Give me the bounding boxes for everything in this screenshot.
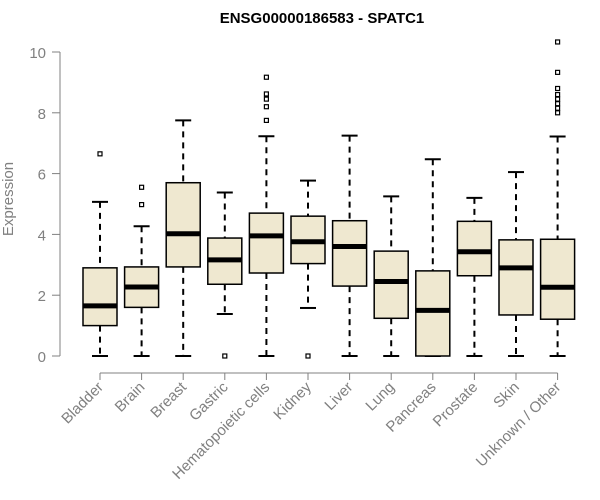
box-series xyxy=(82,39,576,359)
iqr-box xyxy=(539,238,576,320)
outlier-point xyxy=(554,85,561,92)
box-group xyxy=(248,74,285,357)
outlier-point xyxy=(554,110,561,116)
iqr-box xyxy=(331,219,368,287)
x-tick-label: Liver xyxy=(321,379,356,414)
outlier-point xyxy=(263,74,269,80)
outlier-point xyxy=(554,101,561,107)
y-axis: 0 2 4 6 8 10 xyxy=(29,45,61,366)
outlier-point xyxy=(554,91,561,98)
y-axis-label: Expression xyxy=(0,162,17,236)
outlier-point xyxy=(554,105,561,111)
box-group xyxy=(82,151,118,357)
box-group xyxy=(165,119,201,357)
box-group xyxy=(123,184,160,357)
y-tick-label: 8 xyxy=(38,106,46,123)
box-group xyxy=(331,134,368,357)
outlier-point xyxy=(554,69,561,75)
x-tick-label: Breast xyxy=(147,378,190,421)
x-tick-label: Lung xyxy=(362,379,398,415)
x-tick-label: Prostate xyxy=(430,379,482,431)
outlier-point xyxy=(554,39,561,45)
iqr-box xyxy=(82,267,118,327)
box-group xyxy=(415,158,451,357)
iqr-box xyxy=(373,250,409,320)
outlier-point xyxy=(139,202,145,208)
chart-title: ENSG00000186583 - SPATC1 xyxy=(220,10,425,27)
box-group xyxy=(456,196,493,357)
x-tick-label: Brain xyxy=(112,379,149,416)
y-tick-label: 6 xyxy=(38,167,46,184)
x-tick-label: Kidney xyxy=(270,378,315,423)
iqr-box xyxy=(498,239,534,316)
box-group xyxy=(373,195,409,357)
y-tick-label: 4 xyxy=(38,227,46,244)
outlier-point xyxy=(263,96,269,102)
outlier-point xyxy=(554,96,561,102)
x-tick-label: Skin xyxy=(490,379,523,412)
x-tick-label: Bladder xyxy=(58,379,107,428)
box-group xyxy=(207,191,243,359)
outlier-point xyxy=(263,117,269,124)
iqr-box xyxy=(248,212,285,274)
iqr-box xyxy=(165,181,201,268)
iqr-box xyxy=(456,220,493,277)
box-group xyxy=(539,39,576,357)
outlier-point xyxy=(263,91,269,97)
box-group xyxy=(290,179,326,359)
y-tick-label: 10 xyxy=(29,45,46,62)
outlier-point xyxy=(263,104,269,110)
iqr-box xyxy=(415,270,451,357)
outlier-point xyxy=(97,151,103,157)
outlier-point xyxy=(222,353,228,359)
y-tick-label: 0 xyxy=(38,349,46,366)
outlier-point xyxy=(139,184,145,190)
y-tick-label: 2 xyxy=(38,288,46,305)
outlier-point xyxy=(305,353,311,359)
box-group xyxy=(498,171,534,357)
